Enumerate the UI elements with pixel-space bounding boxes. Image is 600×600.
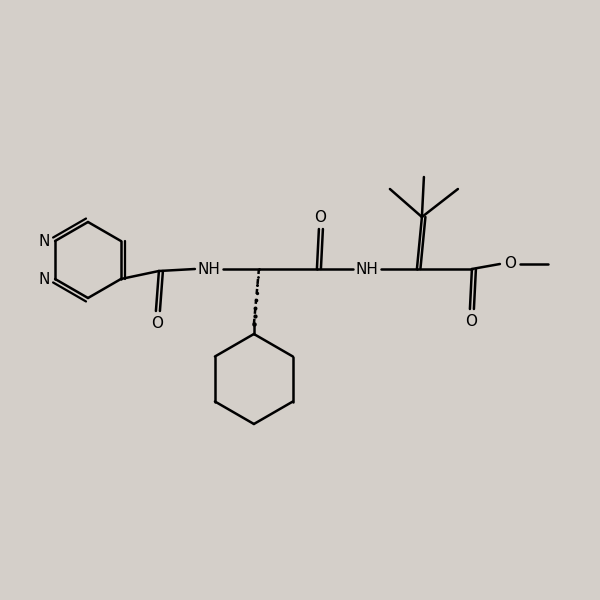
Text: NH: NH — [355, 262, 379, 277]
Text: O: O — [151, 316, 163, 331]
Text: O: O — [465, 313, 477, 329]
Text: N: N — [39, 271, 50, 286]
Text: N: N — [39, 233, 50, 248]
Text: O: O — [314, 209, 326, 224]
Text: O: O — [504, 257, 516, 271]
Text: NH: NH — [197, 262, 220, 277]
